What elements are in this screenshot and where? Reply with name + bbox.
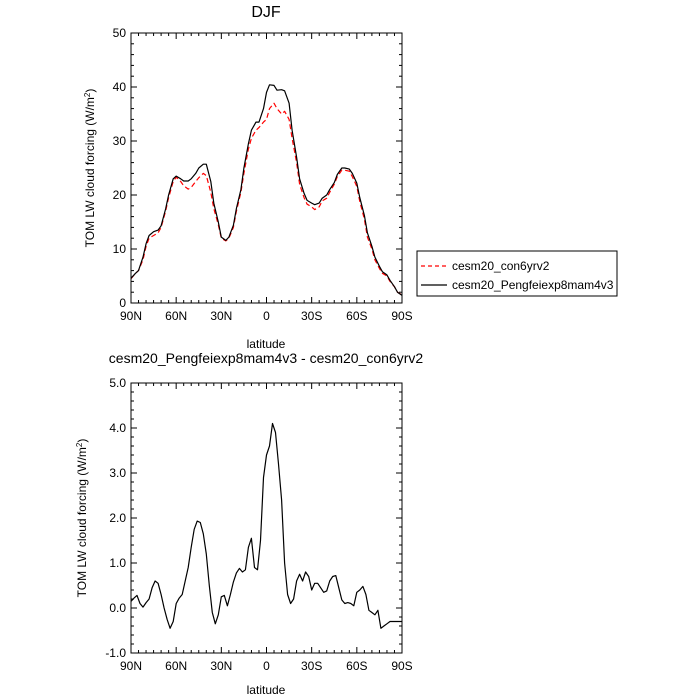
bottom-x-tick-label: 60S (346, 659, 367, 673)
bottom-x-tick-label: 60N (165, 659, 187, 673)
bottom-y-tick-label: 5.0 (109, 376, 126, 390)
bottom-y-axis-label: TOM LW cloud forcing (W/m2) (75, 439, 89, 598)
legend-label-con6yrv2: cesm20_con6yrv2 (452, 259, 550, 273)
bottom-y-tick-label: 0.0 (109, 601, 126, 615)
top-y-axis-label: TOM LW cloud forcing (W/m2) (83, 89, 97, 248)
legend-box (416, 250, 618, 297)
top-plot-frame (130, 32, 403, 304)
bottom-x-tick-label: 90S (391, 659, 412, 673)
bottom-x-tick-label: 90N (120, 659, 142, 673)
bottom-y-tick-label: 3.0 (109, 466, 126, 480)
bottom-y-tick-label: 4.0 (109, 421, 126, 435)
top-x-tick-label: 60N (165, 309, 187, 323)
top-y-tick-label: 10 (113, 242, 127, 256)
bottom-y-tick-label: 2.0 (109, 511, 126, 525)
top-x-axis-label: latitude (247, 337, 286, 351)
bottom-x-tick-label: 30N (210, 659, 232, 673)
top-plot-area: 90N 60N 30N 0 30S 60S 90S 0 10 20 30 40 50 (113, 26, 413, 323)
bottom-x-tick-label: 30S (301, 659, 322, 673)
bottom-x-tick-label: 0 (263, 659, 270, 673)
top-y-tick-label: 0 (119, 296, 126, 310)
top-y-tick-label: 40 (113, 80, 127, 94)
bottom-series-line-0 (130, 422, 402, 629)
top-y-tick-label: 20 (113, 188, 127, 202)
top-x-tick-label: 30S (301, 309, 322, 323)
top-x-tick-label: 90N (120, 309, 142, 323)
top-chart-title: DJF (251, 4, 281, 21)
top-series-line-0 (130, 102, 403, 296)
top-series-line-1 (130, 84, 403, 296)
bottom-plot-frame (130, 382, 403, 654)
bottom-chart-title: cesm20_Pengfeiexp8mam4v3 - cesm20_con6yr… (109, 350, 424, 366)
legend-label-pengfei: cesm20_Pengfeiexp8mam4v3 (452, 278, 614, 292)
top-x-tick-label: 30N (210, 309, 232, 323)
bottom-y-tick-label: -1.0 (105, 646, 126, 660)
top-x-tick-label: 90S (391, 309, 412, 323)
top-x-tick-label: 0 (263, 309, 270, 323)
top-y-tick-label: 50 (113, 26, 127, 40)
top-legend: cesm20_con6yrv2 cesm20_Pengfeiexp8mam4v3 (416, 250, 618, 297)
bottom-x-axis-label: latitude (247, 683, 286, 697)
top-y-tick-label: 30 (113, 134, 127, 148)
bottom-plot-area: 90N 60N 30N 0 30S 60S 90S -1.0 0.0 1.0 2.0 3.0 4.0 5.… (105, 376, 412, 673)
top-x-tick-label: 60S (346, 309, 367, 323)
bottom-y-tick-label: 1.0 (109, 556, 126, 570)
